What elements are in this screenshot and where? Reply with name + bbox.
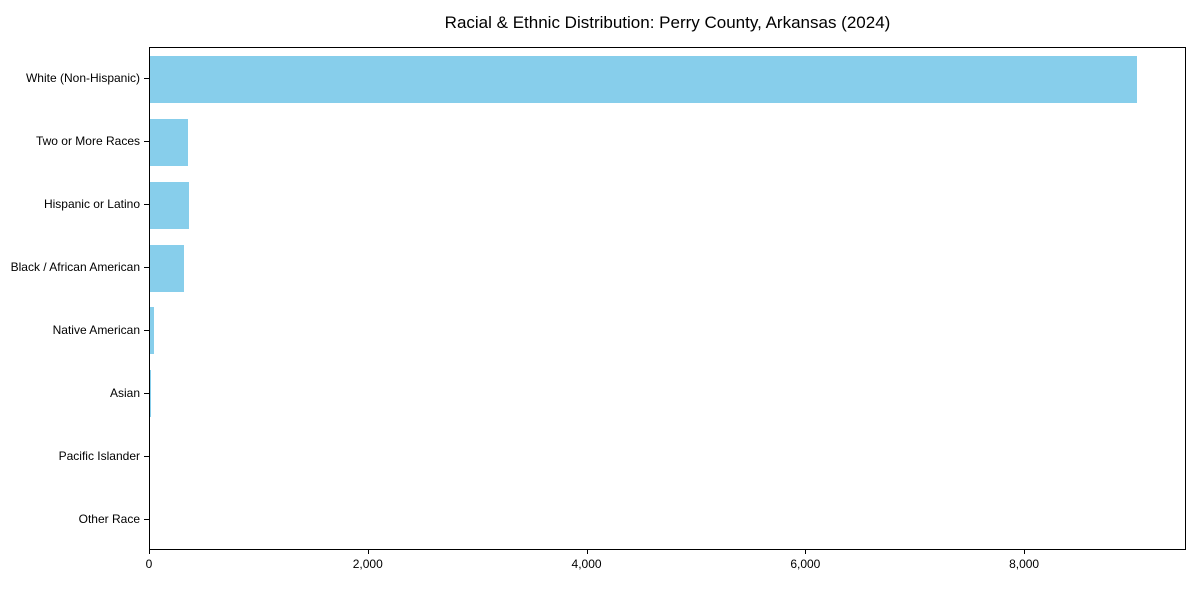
x-axis-tick bbox=[149, 550, 150, 554]
bar bbox=[150, 307, 154, 355]
y-tick-label: Pacific Islander bbox=[58, 448, 140, 463]
y-tick-label: White (Non-Hispanic) bbox=[25, 71, 140, 86]
chart-title: Racial & Ethnic Distribution: Perry Coun… bbox=[444, 13, 891, 32]
x-tick-label: 6,000 bbox=[790, 557, 821, 571]
y-tick-label: Native American bbox=[52, 322, 140, 337]
bar bbox=[150, 55, 1137, 103]
x-tick-label: 8,000 bbox=[1009, 557, 1040, 571]
x-tick-label: 2,000 bbox=[352, 557, 383, 571]
x-axis-tick bbox=[1024, 550, 1026, 554]
y-axis-tick bbox=[144, 455, 149, 457]
y-tick-label: Other Race bbox=[78, 511, 140, 526]
y-axis-tick bbox=[144, 267, 149, 269]
y-tick-label: Black / African American bbox=[10, 260, 140, 275]
bars-layer bbox=[150, 48, 1185, 549]
y-axis-tick bbox=[144, 204, 149, 206]
x-axis-tick bbox=[805, 550, 807, 554]
x-axis-tick bbox=[586, 550, 588, 554]
y-tick-label: Asian bbox=[109, 385, 140, 400]
bar bbox=[150, 181, 189, 229]
y-axis-tick bbox=[144, 392, 149, 394]
x-tick-label: 4,000 bbox=[571, 557, 602, 571]
bar bbox=[150, 370, 151, 418]
bar bbox=[150, 118, 189, 166]
bar bbox=[150, 244, 185, 292]
y-axis-tick bbox=[144, 518, 149, 520]
y-axis-tick bbox=[144, 78, 149, 80]
plot-area bbox=[149, 47, 1186, 550]
y-tick-label: Hispanic or Latino bbox=[43, 197, 140, 212]
y-axis-tick bbox=[144, 329, 149, 331]
y-tick-label: Two or More Races bbox=[35, 134, 140, 149]
y-axis-tick bbox=[144, 141, 149, 143]
x-axis-tick bbox=[367, 550, 369, 554]
x-tick-label: 0 bbox=[145, 557, 153, 571]
